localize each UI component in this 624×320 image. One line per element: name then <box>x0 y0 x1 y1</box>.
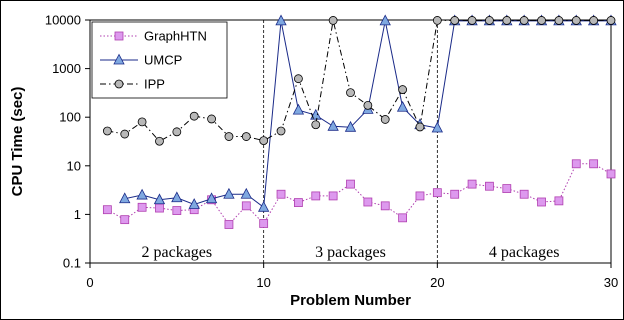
data-point-ipp <box>155 136 164 146</box>
y-tick-label: 1 <box>74 207 81 222</box>
data-point-ipp <box>241 132 251 141</box>
data-point-ipp <box>363 100 373 110</box>
group-annotation: 2 packages <box>142 244 213 261</box>
data-point-graphhtn <box>172 206 182 215</box>
data-point-graphhtn <box>606 169 616 179</box>
data-point-ipp <box>485 16 494 25</box>
legend-label-umcp: UMCP <box>144 53 182 68</box>
y-tick-label: 10000 <box>45 13 81 28</box>
data-point-umcp <box>292 103 305 115</box>
y-tick-label: 0.1 <box>63 256 81 271</box>
data-point-graphhtn <box>102 205 112 215</box>
data-point-graphhtn <box>398 213 408 223</box>
data-point-umcp <box>136 188 148 200</box>
data-point-graphhtn <box>120 215 130 225</box>
data-point-graphhtn <box>224 220 234 229</box>
x-tick-label: 0 <box>86 275 93 290</box>
legend-marker-umcp <box>113 53 125 65</box>
data-point-ipp <box>276 126 286 136</box>
data-point-ipp <box>189 111 199 121</box>
data-point-ipp <box>606 16 616 25</box>
data-point-graphhtn <box>537 197 546 207</box>
data-point-graphhtn <box>519 189 529 199</box>
data-point-ipp <box>450 16 460 25</box>
data-point-ipp <box>398 85 408 94</box>
data-point-graphhtn <box>276 189 286 199</box>
data-point-ipp <box>502 16 512 25</box>
data-point-ipp <box>467 16 477 25</box>
data-point-graphhtn <box>502 184 512 193</box>
legend-label-ipp: IPP <box>144 77 165 92</box>
group-annotation: 3 packages <box>315 244 386 261</box>
data-point-graphhtn <box>554 196 564 206</box>
y-tick-label: 1000 <box>52 61 81 76</box>
data-point-graphhtn <box>328 191 338 201</box>
x-tick-label: 10 <box>256 275 270 290</box>
data-point-graphhtn <box>293 198 303 207</box>
data-point-graphhtn <box>450 189 460 199</box>
data-point-umcp <box>258 200 270 212</box>
data-point-graphhtn <box>363 197 373 207</box>
data-point-ipp <box>554 16 564 25</box>
data-point-ipp <box>432 16 442 25</box>
data-point-ipp <box>137 117 147 127</box>
x-tick-label: 20 <box>430 275 444 290</box>
data-point-graphhtn <box>432 188 442 198</box>
legend-marker-ipp <box>114 79 124 89</box>
y-axis-title: CPU Time (sec) <box>9 87 26 197</box>
group-annotation: 4 packages <box>489 244 560 261</box>
data-point-ipp <box>120 129 130 139</box>
data-point-graphhtn <box>571 159 581 169</box>
data-point-ipp <box>259 136 269 146</box>
data-point-umcp <box>275 14 287 26</box>
y-tick-label: 100 <box>59 110 81 125</box>
data-point-ipp <box>224 132 234 141</box>
data-point-ipp <box>207 114 216 124</box>
data-point-ipp <box>519 16 529 25</box>
data-point-ipp <box>328 16 338 25</box>
data-point-umcp <box>344 120 357 132</box>
data-point-ipp <box>380 115 390 124</box>
data-point-graphhtn <box>241 201 251 211</box>
plot-area-frame <box>89 19 612 264</box>
y-tick-label: 10 <box>67 158 81 173</box>
data-point-ipp <box>311 120 321 130</box>
data-point-umcp <box>396 100 409 112</box>
data-point-graphhtn <box>259 219 269 228</box>
legend-marker-graphhtn <box>114 31 124 41</box>
data-point-graphhtn <box>467 179 477 189</box>
data-point-graphhtn <box>589 159 599 169</box>
data-point-ipp <box>102 126 112 136</box>
data-point-umcp <box>431 121 443 133</box>
x-axis-title: Problem Number <box>290 292 411 309</box>
legend-label-graphhtn: GraphHTN <box>144 29 207 44</box>
data-point-umcp <box>240 187 252 199</box>
data-point-umcp <box>153 193 166 205</box>
data-point-graphhtn <box>415 191 425 201</box>
data-point-ipp <box>589 16 599 25</box>
x-tick-label: 30 <box>604 275 618 290</box>
data-point-umcp <box>188 198 200 209</box>
data-point-ipp <box>172 127 182 137</box>
legend: GraphHTN UMCP IPP <box>91 21 228 99</box>
data-point-umcp <box>223 187 235 199</box>
data-point-graphhtn <box>155 203 164 213</box>
data-point-graphhtn <box>346 179 355 189</box>
data-point-graphhtn <box>311 191 321 201</box>
data-point-graphhtn <box>485 181 494 191</box>
data-point-umcp <box>379 14 391 26</box>
data-point-umcp <box>119 192 131 204</box>
data-point-ipp <box>537 16 546 25</box>
data-point-graphhtn <box>137 202 147 212</box>
data-point-umcp <box>205 192 218 204</box>
data-point-ipp <box>415 122 425 132</box>
data-point-umcp <box>327 119 339 131</box>
data-point-graphhtn <box>380 201 390 211</box>
data-point-ipp <box>571 16 581 25</box>
data-point-ipp <box>293 74 303 84</box>
data-point-umcp <box>171 191 183 203</box>
data-point-ipp <box>346 88 355 98</box>
